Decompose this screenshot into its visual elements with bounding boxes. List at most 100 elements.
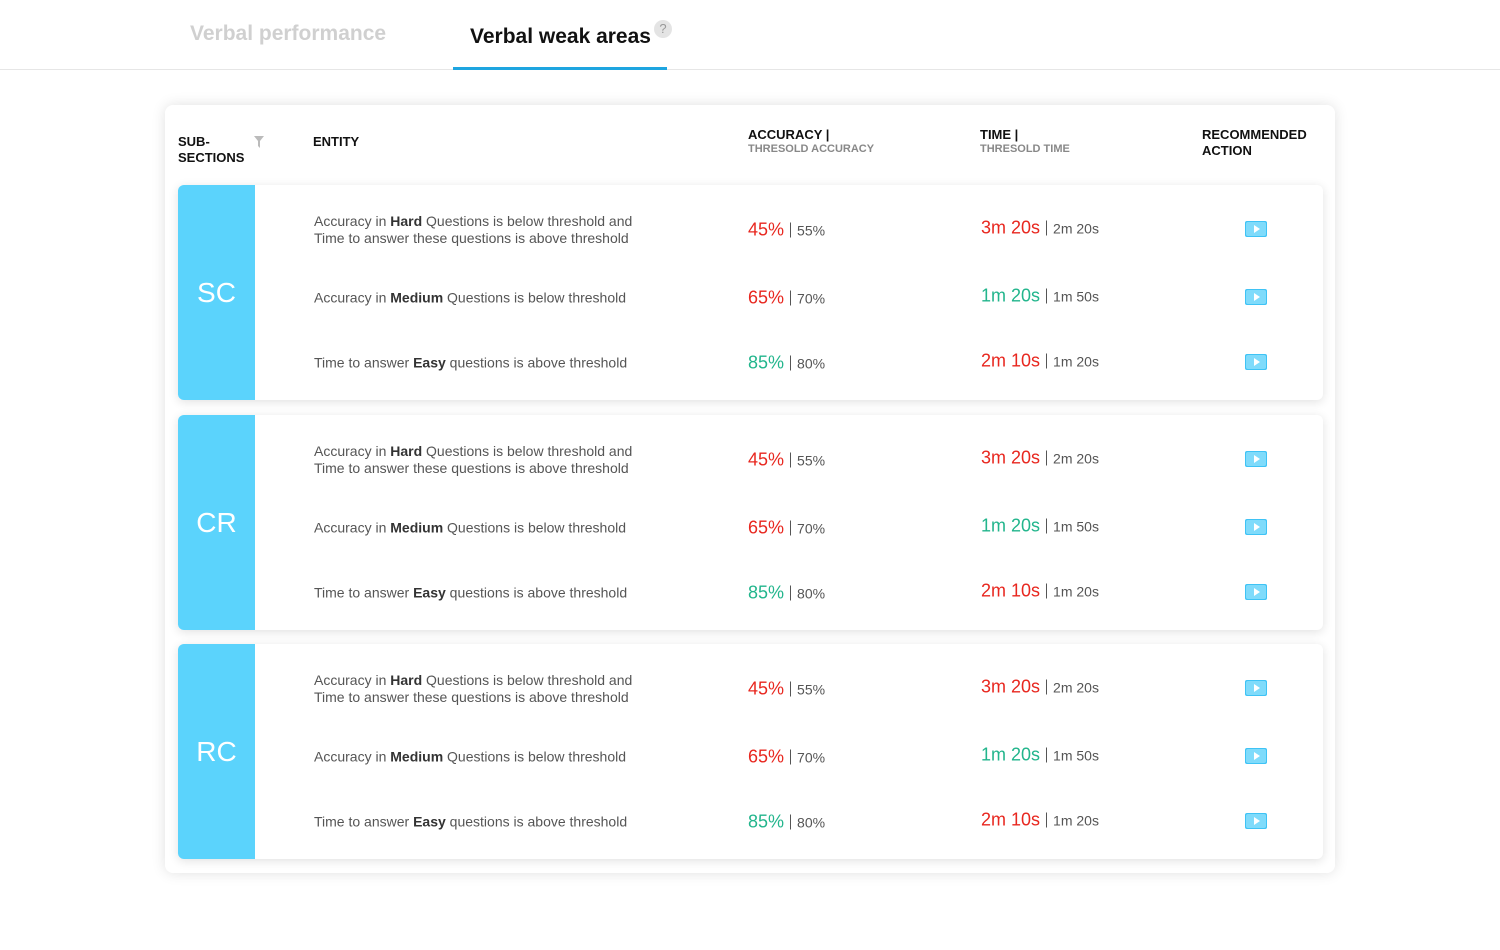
- entity-after: questions is above threshold: [445, 584, 628, 601]
- time-threshold: 1m 20s: [1053, 583, 1099, 600]
- play-glyph: [1245, 813, 1267, 829]
- accuracy-cell: 45% 55%: [748, 450, 825, 471]
- time-cell: 1m 20s 1m 50s: [981, 745, 1099, 766]
- time-threshold: 1m 20s: [1053, 353, 1099, 370]
- accuracy-value: 45%: [748, 678, 785, 699]
- accuracy-cell: 45% 55%: [748, 220, 825, 241]
- time-value: 2m 10s: [981, 809, 1041, 830]
- time-value: 3m 20s: [981, 447, 1041, 468]
- entity-after: Questions is below threshold: [443, 748, 627, 765]
- play-button[interactable]: [1245, 289, 1267, 305]
- accuracy-threshold: 55%: [797, 681, 826, 698]
- play-glyph: [1245, 519, 1267, 535]
- entity-before: Accuracy in: [314, 672, 391, 688]
- entity-bold: Hard: [390, 443, 423, 459]
- play-glyph: [1245, 680, 1267, 696]
- entity-bold: Easy: [413, 813, 446, 830]
- time-value: 2m 10s: [981, 580, 1041, 601]
- entity-bold: Hard: [390, 672, 423, 688]
- filter-icon[interactable]: [254, 135, 264, 148]
- entity-text: Accuracy in Medium Questions is below th…: [314, 749, 654, 766]
- entity-before: Time to answer: [314, 354, 414, 371]
- time-threshold: 2m 20s: [1053, 220, 1099, 237]
- subsection-label: SC: [178, 185, 255, 400]
- entity-bold: Medium: [390, 748, 444, 765]
- header-entity: ENTITY: [313, 134, 360, 149]
- separator: [790, 355, 792, 371]
- accuracy-cell: 65% 70%: [748, 518, 825, 539]
- accuracy-value: 85%: [748, 811, 785, 832]
- subsection-group: CR Accuracy in Hard Questions is below th…: [178, 415, 1323, 630]
- separator: [1046, 450, 1048, 466]
- time-cell: 1m 20s 1m 50s: [981, 516, 1099, 537]
- header-accuracy-sub: THRESOLD ACCURACY: [748, 143, 875, 155]
- entity-before: Time to answer: [314, 813, 414, 830]
- time-value: 1m 20s: [981, 744, 1041, 765]
- separator: [790, 290, 792, 306]
- play-glyph: [1245, 451, 1267, 467]
- accuracy-threshold: 70%: [797, 749, 826, 766]
- play-button[interactable]: [1245, 748, 1267, 764]
- entity-text: Time to answer Easy questions is above t…: [314, 814, 654, 831]
- entity-before: Accuracy in: [314, 443, 391, 459]
- play-button[interactable]: [1245, 680, 1267, 696]
- accuracy-threshold: 70%: [797, 290, 826, 307]
- accuracy-threshold: 55%: [797, 222, 826, 239]
- entity-text: Accuracy in Hard Questions is below thre…: [314, 443, 654, 477]
- play-button[interactable]: [1245, 221, 1267, 237]
- header-time-sub: THRESOLD TIME: [980, 143, 1070, 155]
- play-button[interactable]: [1245, 584, 1267, 600]
- time-threshold: 1m 50s: [1053, 518, 1099, 535]
- separator: [790, 585, 792, 601]
- header-subsections: SUB-SECTIONS: [178, 134, 245, 165]
- tab[interactable]: Verbal weak areas: [470, 25, 651, 48]
- entity-bold: Medium: [390, 289, 444, 306]
- entity-before: Accuracy in: [314, 289, 391, 306]
- separator: [790, 452, 792, 468]
- entity-after: Questions is below threshold and Time to…: [314, 443, 633, 476]
- subsection-label: RC: [178, 644, 255, 859]
- time-value: 1m 20s: [981, 515, 1041, 536]
- time-cell: 2m 10s 1m 20s: [981, 351, 1099, 372]
- help-icon[interactable]: ?: [653, 20, 672, 38]
- accuracy-cell: 85% 80%: [748, 812, 825, 833]
- accuracy-value: 65%: [748, 746, 785, 767]
- time-value: 1m 20s: [981, 285, 1041, 306]
- accuracy-threshold: 55%: [797, 452, 826, 469]
- separator: [1046, 220, 1048, 236]
- play-button[interactable]: [1245, 354, 1267, 370]
- play-button[interactable]: [1245, 519, 1267, 535]
- separator: [1046, 288, 1048, 304]
- active-tab-underline: [453, 67, 667, 70]
- entity-after: Questions is below threshold and Time to…: [314, 672, 633, 705]
- time-threshold: 2m 20s: [1053, 450, 1099, 467]
- entity-before: Accuracy in: [314, 748, 391, 765]
- separator: [1046, 583, 1048, 599]
- accuracy-cell: 85% 80%: [748, 583, 825, 604]
- entity-before: Accuracy in: [314, 519, 391, 536]
- play-button[interactable]: [1245, 451, 1267, 467]
- accuracy-value: 85%: [748, 582, 785, 603]
- entity-bold: Easy: [413, 354, 446, 371]
- separator: [1046, 812, 1048, 828]
- header-action: RECOMMENDED ACTION: [1202, 127, 1307, 158]
- subsection-group: SC Accuracy in Hard Questions is below th…: [178, 185, 1323, 400]
- entity-after: questions is above threshold: [445, 354, 628, 371]
- accuracy-cell: 65% 70%: [748, 288, 825, 309]
- separator: [790, 520, 792, 536]
- separator: [790, 814, 792, 830]
- play-glyph: [1245, 354, 1267, 370]
- accuracy-threshold: 80%: [797, 814, 826, 831]
- entity-text: Accuracy in Hard Questions is below thre…: [314, 213, 654, 247]
- accuracy-value: 45%: [748, 449, 785, 470]
- entity-before: Accuracy in: [314, 213, 391, 229]
- separator: [1046, 518, 1048, 534]
- tab[interactable]: Verbal performance: [190, 22, 387, 45]
- entity-before: Time to answer: [314, 584, 414, 601]
- separator: [1046, 747, 1048, 763]
- accuracy-cell: 85% 80%: [748, 353, 825, 374]
- entity-after: Questions is below threshold: [443, 289, 627, 306]
- play-button[interactable]: [1245, 813, 1267, 829]
- entity-text: Accuracy in Medium Questions is below th…: [314, 290, 654, 307]
